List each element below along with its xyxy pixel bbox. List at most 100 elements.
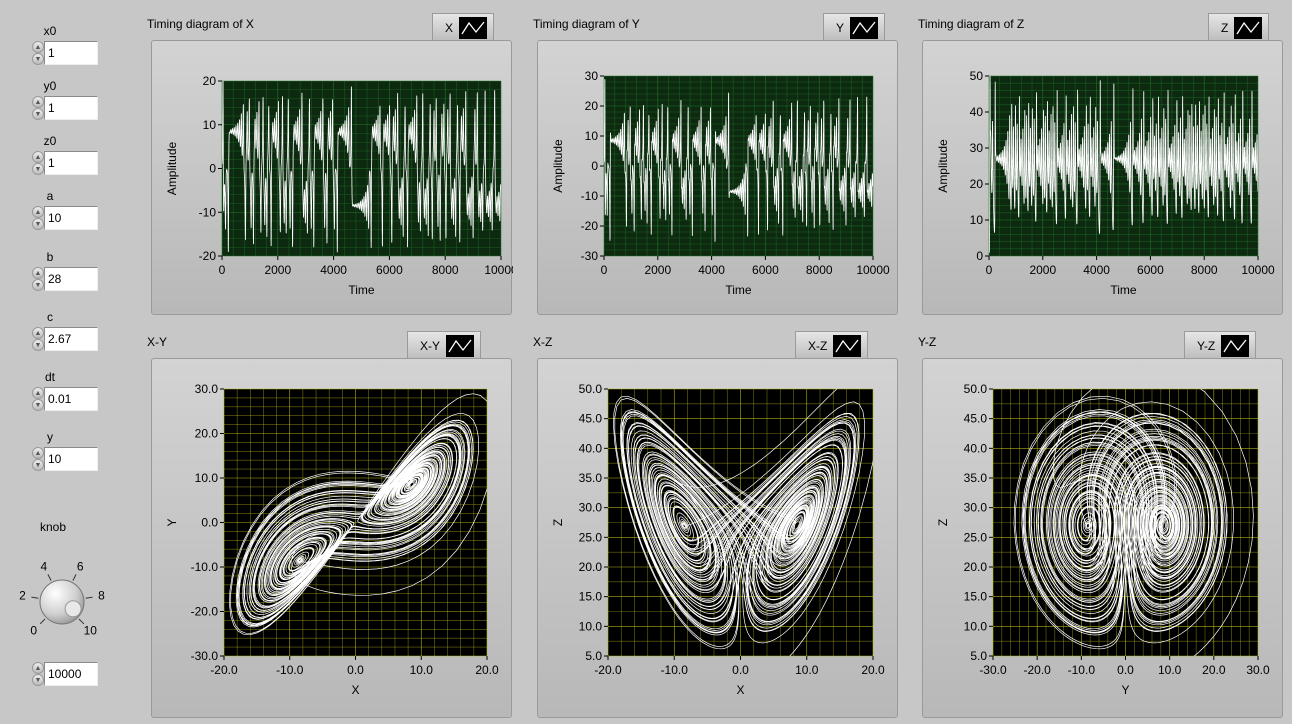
- plot-legend[interactable]: Y-Z: [1184, 331, 1257, 360]
- x-tick-label: -10.0: [276, 663, 304, 677]
- down-arrow-icon[interactable]: ▼: [32, 218, 44, 230]
- y-tick-label: 20.0: [579, 560, 603, 574]
- down-arrow-icon[interactable]: ▼: [32, 339, 44, 351]
- chart-timing-y[interactable]: 0 2000 4000 6000 8000 10000 -30 -20 -10 0 10 20 30 Ti…: [538, 41, 899, 316]
- control-label: y: [47, 430, 53, 444]
- knob-label: knob: [40, 520, 67, 534]
- y-axis-label: Z: [551, 519, 565, 526]
- y-tick-label: 15.0: [964, 590, 988, 604]
- down-arrow-icon[interactable]: ▼: [32, 399, 44, 411]
- control-input[interactable]: 10: [44, 447, 98, 471]
- y-tick-label: 30.0: [964, 501, 988, 515]
- steps-spinner[interactable]: ▲ ▼: [32, 662, 44, 686]
- plot-legend[interactable]: Z: [1208, 13, 1270, 42]
- x-tick-label: 0.0: [347, 663, 364, 677]
- chart-phase-xz[interactable]: -20.0 -10.0 0.0 10.0 20.0 5.0 10.0 15.0 20.0 25.0…: [538, 359, 899, 719]
- x-tick-label: -10.0: [1068, 663, 1096, 677]
- down-arrow-icon[interactable]: ▼: [32, 108, 44, 120]
- up-arrow-icon[interactable]: ▲: [32, 41, 44, 53]
- knob-dial[interactable]: 0 2 4 6 8 10: [0, 540, 120, 650]
- control-input[interactable]: 28: [44, 267, 98, 291]
- plot-legend[interactable]: X-Y: [407, 331, 482, 360]
- line-plot-icon: [850, 16, 879, 39]
- y-tick-label: -10.0: [191, 560, 219, 574]
- spinner-arrows-icon[interactable]: ▲ ▼: [32, 327, 44, 351]
- trace-line-Y-Z: [1013, 389, 1254, 656]
- x-tick-label: 8000: [432, 263, 459, 277]
- up-arrow-icon[interactable]: ▲: [32, 96, 44, 108]
- y-tick-label: -10: [199, 205, 217, 219]
- control-a: a ▲ ▼ 10: [30, 189, 100, 230]
- control-input[interactable]: 1: [44, 96, 98, 120]
- plot-frame: 0 2000 4000 6000 8000 10000 -20 -10 0 10 20 Time Amp…: [151, 40, 518, 316]
- up-arrow-icon[interactable]: ▲: [32, 206, 44, 218]
- spinner-arrows-icon[interactable]: ▲ ▼: [32, 206, 44, 230]
- x-tick-label: 4000: [1083, 263, 1110, 277]
- steps-input[interactable]: 10000: [44, 662, 98, 686]
- control-input[interactable]: 1: [44, 41, 98, 65]
- chart-timing-z[interactable]: 0 2000 4000 6000 8000 10000 0 10 20 30 40 50 Time Amp…: [923, 41, 1284, 316]
- x-tick-label: 10.0: [1158, 663, 1182, 677]
- y-tick-label: 45.0: [579, 412, 603, 426]
- y-tick-label: 0: [209, 162, 216, 176]
- down-arrow-icon[interactable]: ▼: [32, 674, 44, 686]
- spinner-arrows-icon[interactable]: ▲ ▼: [32, 151, 44, 175]
- up-arrow-icon[interactable]: ▲: [32, 387, 44, 399]
- x-tick-label: 10.0: [795, 663, 819, 677]
- spinner-arrows-icon[interactable]: ▲ ▼: [32, 387, 44, 411]
- chart-timing-x[interactable]: 0 2000 4000 6000 8000 10000 -20 -10 0 10 20 Time Amp…: [152, 41, 518, 316]
- up-arrow-icon[interactable]: ▲: [32, 151, 44, 163]
- spinner-arrows-icon[interactable]: ▲ ▼: [32, 447, 44, 471]
- y-tick-label: 0: [976, 249, 983, 263]
- spinner-arrows-icon[interactable]: ▲ ▼: [32, 267, 44, 291]
- chart-title: Timing diagram of X: [147, 17, 254, 31]
- y-tick-label: 45.0: [964, 412, 988, 426]
- y-tick-label: -20.0: [191, 605, 219, 619]
- x-tick-label: 10.0: [410, 663, 434, 677]
- y-tick-label: 25.0: [964, 530, 988, 544]
- chart-title: Timing diagram of Z: [918, 17, 1025, 31]
- up-arrow-icon[interactable]: ▲: [32, 662, 44, 674]
- x-tick-label: 6000: [752, 263, 779, 277]
- down-arrow-icon[interactable]: ▼: [32, 279, 44, 291]
- spinner-arrows-icon[interactable]: ▲ ▼: [32, 41, 44, 65]
- plot-frame: 0 2000 4000 6000 8000 10000 0 10 20 30 40 50 Time Amp…: [922, 40, 1283, 315]
- steps-control: ▲ ▼ 10000: [30, 645, 100, 686]
- x-tick-label: -20.0: [210, 663, 238, 677]
- trace-line-Y: [604, 79, 873, 242]
- control-dt: dt ▲ ▼ 0.01: [30, 370, 100, 411]
- down-arrow-icon[interactable]: ▼: [32, 459, 44, 471]
- up-arrow-icon[interactable]: ▲: [32, 267, 44, 279]
- plot-legend[interactable]: X: [432, 13, 495, 42]
- down-arrow-icon[interactable]: ▼: [32, 53, 44, 65]
- trace-line-Z: [989, 76, 1258, 254]
- knob-tick: [72, 574, 77, 581]
- control-input[interactable]: 1: [44, 151, 98, 175]
- spinner-arrows-icon[interactable]: ▲ ▼: [32, 96, 44, 120]
- down-arrow-icon[interactable]: ▼: [32, 163, 44, 175]
- plot-legend[interactable]: X-Z: [795, 331, 869, 360]
- x-tick-label: 20.0: [475, 663, 499, 677]
- up-arrow-icon[interactable]: ▲: [32, 447, 44, 459]
- up-arrow-icon[interactable]: ▲: [32, 327, 44, 339]
- plot-legend[interactable]: Y: [823, 13, 886, 42]
- control-input[interactable]: 0.01: [44, 387, 98, 411]
- control-input[interactable]: 10: [44, 206, 98, 230]
- y-tick-label: 5.0: [970, 649, 987, 663]
- control-label: dt: [44, 370, 55, 384]
- chart-panel-phase-yz: Y-Z Y-Z -30.0 -20.0 -10.0 0.0 10.0 20.0 30.0 5.0 1…: [918, 331, 1284, 720]
- control-label: x0: [43, 24, 57, 38]
- legend-label: X-Y: [420, 338, 441, 353]
- chart-phase-xy[interactable]: -20.0 -10.0 0.0 10.0 20.0-30.0-20.0-10.00.01…: [152, 359, 513, 719]
- knob-control[interactable]: 0 2 4 6 8 10: [0, 540, 120, 650]
- y-axis-label: Z: [936, 519, 950, 526]
- knob-indicator[interactable]: [64, 600, 82, 618]
- knob-tick-label: 10: [84, 623, 98, 637]
- chart-phase-yz[interactable]: -30.0 -20.0 -10.0 0.0 10.0 20.0 30.0 5.0 10.0 15.…: [923, 359, 1284, 719]
- line-plot-icon: [459, 16, 488, 39]
- y-tick-label: 10.0: [964, 619, 988, 633]
- control-input[interactable]: 2.67: [44, 327, 98, 351]
- knob-tick-label: 8: [98, 589, 105, 603]
- control-label: y0: [43, 79, 57, 93]
- y-tick-label: 30: [970, 141, 984, 155]
